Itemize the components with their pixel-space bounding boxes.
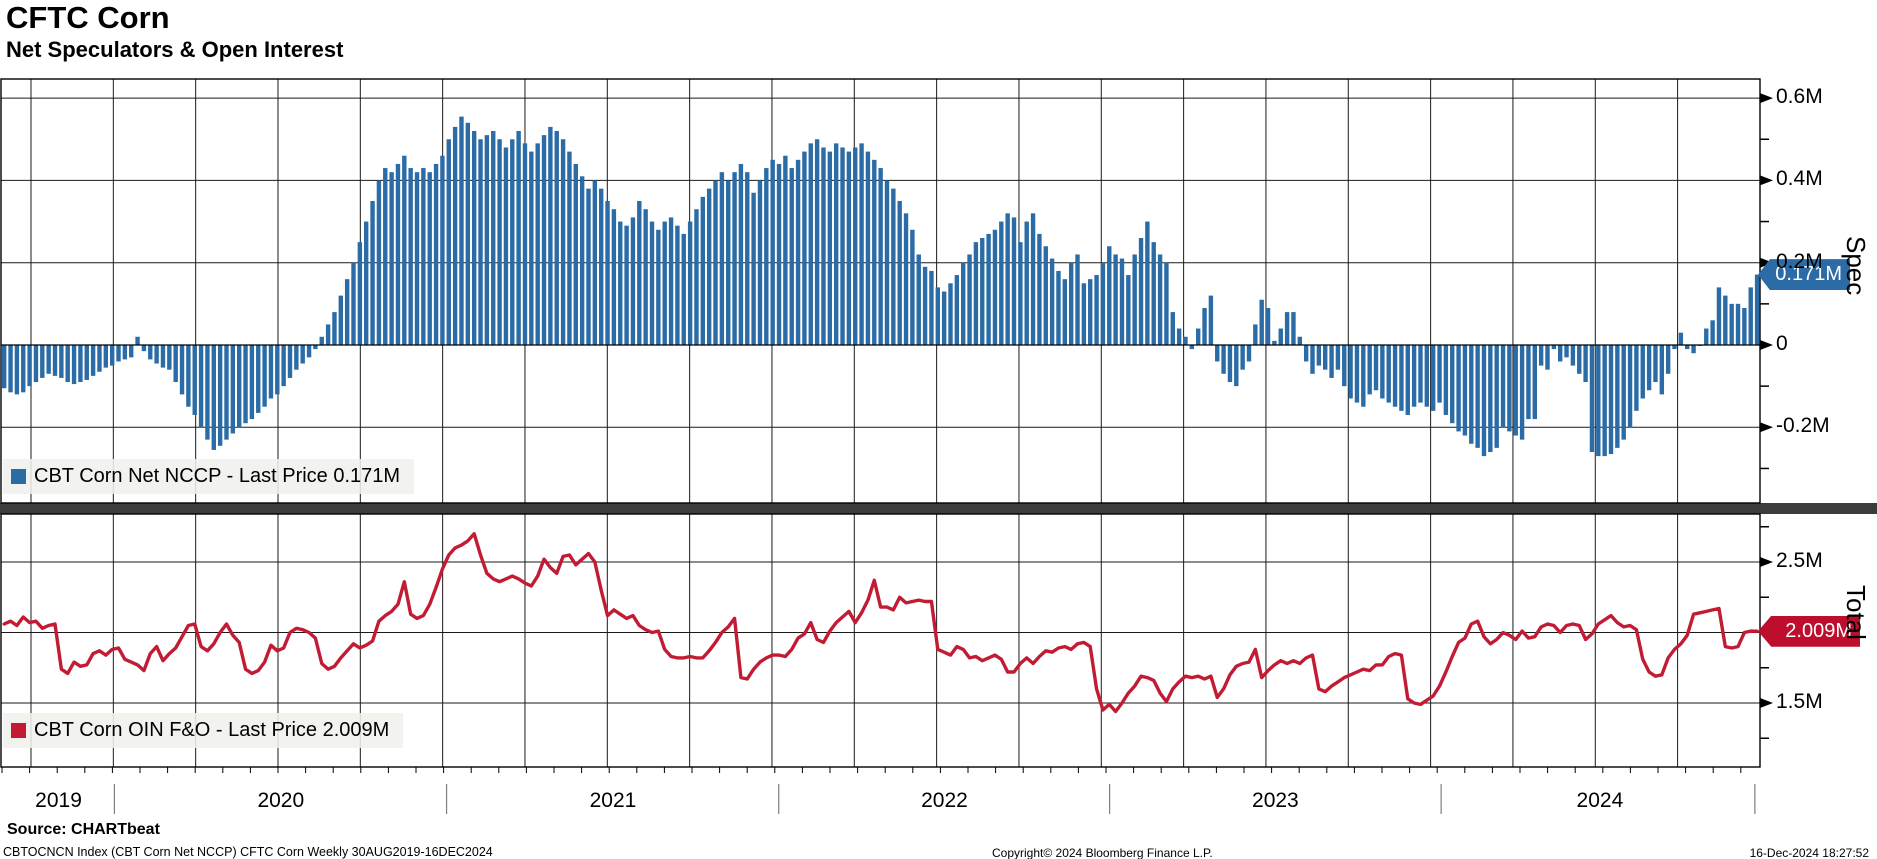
page-subtitle: Net Speculators & Open Interest [6, 37, 344, 62]
x-year-label: 2024 [1576, 789, 1624, 812]
timestamp: 16-Dec-2024 18:27:52 [1749, 846, 1869, 859]
page-title: CFTC Corn [6, 0, 170, 35]
copyright-note: Copyright© 2024 Bloomberg Finance L.P. [992, 846, 1213, 859]
y-tick-label: 0.4M [1776, 167, 1823, 191]
source-note: Source: CHARTbeat [7, 821, 160, 838]
last-price-flag-spec: 0.171M [1758, 259, 1850, 291]
x-year-label: 2023 [1252, 789, 1299, 812]
spec-series-swatch-icon [11, 469, 26, 484]
last-price-flag-total-value: 2.009M [1785, 619, 1852, 642]
x-year-label: 2021 [589, 789, 637, 812]
last-price-flag-total: 2.009M [1758, 615, 1860, 647]
y-tick-label: 1.5M [1776, 690, 1823, 713]
y-axis-title-total: Total [1841, 585, 1871, 640]
y-tick-label: 0.2M [1776, 249, 1823, 273]
index-meta-note: CBTOCNCN Index (CBT Corn Net NCCP) CFTC … [3, 845, 493, 859]
legend-total-series[interactable]: CBT Corn OIN F&O - Last Price 2.009M [3, 713, 404, 748]
spec-panel-plot-area[interactable] [0, 79, 1760, 503]
y-tick-label: 0.6M [1776, 85, 1823, 109]
x-year-label: 2019 [35, 789, 82, 812]
total-series-swatch-icon [11, 723, 26, 738]
last-price-flag-spec-value: 0.171M [1775, 263, 1842, 286]
legend-spec-label: CBT Corn Net NCCP - Last Price 0.171M [34, 465, 401, 487]
y-tick-label: 0 [1776, 332, 1788, 355]
legend-total-label: CBT Corn OIN F&O - Last Price 2.009M [34, 719, 390, 741]
x-year-label: 2020 [257, 789, 305, 812]
x-year-label: 2022 [921, 789, 968, 812]
y-axis-title-spec: Spec [1841, 236, 1871, 296]
y-tick-label: 2.5M [1776, 549, 1823, 572]
y-tick-label: -0.2M [1776, 414, 1830, 438]
legend-spec-series[interactable]: CBT Corn Net NCCP - Last Price 0.171M [3, 459, 415, 494]
